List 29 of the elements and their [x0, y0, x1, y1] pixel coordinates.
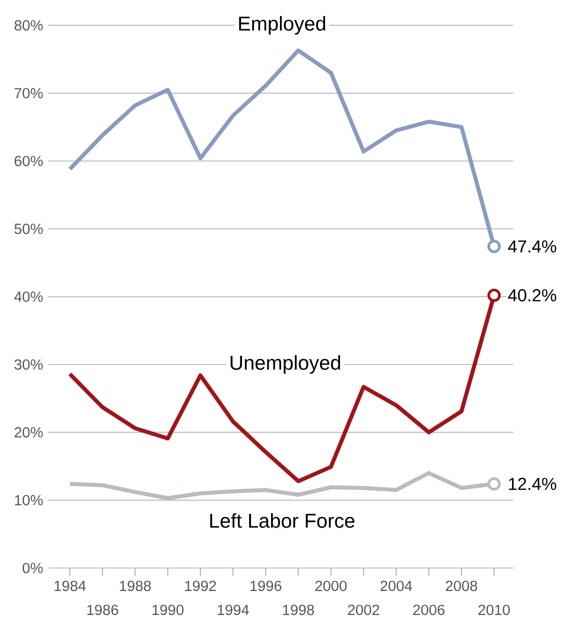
- y-tick-label: 40%: [14, 291, 43, 302]
- x-tick-label: 2006: [413, 604, 444, 616]
- x-tick-label: 1994: [218, 604, 249, 616]
- series-label: Left Labor Force: [210, 513, 354, 528]
- y-tick-label: 70%: [14, 88, 43, 98]
- y-tick-label: 60%: [14, 156, 43, 166]
- data-label: 47.4%: [508, 240, 556, 253]
- x-tick-label: 1984: [54, 580, 86, 592]
- x-tick-label: 1990: [152, 604, 184, 616]
- x-tick-label: 1988: [120, 580, 151, 592]
- x-tick-label: 2008: [446, 580, 478, 592]
- data-label: 12.4%: [509, 478, 556, 490]
- x-tick-label: 1996: [250, 580, 282, 592]
- y-tick-label: 30%: [14, 359, 43, 370]
- y-tick-label: 80%: [14, 20, 43, 31]
- y-tick-label: 0%: [22, 562, 43, 574]
- x-tick-label: 1986: [87, 604, 118, 616]
- x-tick-label: 1998: [283, 604, 314, 616]
- data-label: 40.2%: [508, 289, 556, 302]
- x-tick-label: 2000: [315, 580, 347, 592]
- series-label: Unemployed: [230, 355, 340, 374]
- series-label: Employed: [239, 16, 326, 35]
- x-tick-label: 2004: [380, 580, 412, 592]
- x-tick-label: 2010: [478, 604, 510, 616]
- y-tick-label: 20%: [14, 427, 43, 438]
- y-tick-label: 50%: [14, 224, 43, 234]
- x-tick-label: 1992: [185, 580, 216, 592]
- x-tick-label: 2002: [348, 604, 380, 616]
- y-tick-label: 10%: [15, 494, 43, 506]
